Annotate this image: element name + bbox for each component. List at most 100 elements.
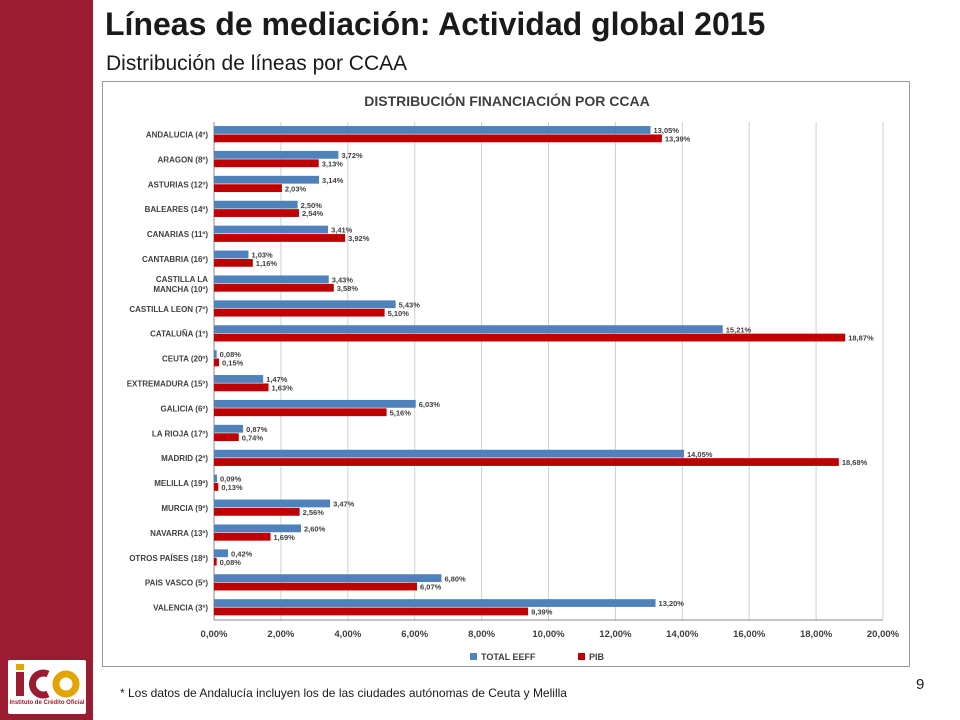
data-label: 0,09% <box>220 475 242 484</box>
bar-pib <box>214 557 217 566</box>
bar-pib <box>214 134 662 143</box>
category-label: CATALUÑA (1º) <box>150 330 208 339</box>
legend-label: TOTAL EEFF <box>481 652 536 662</box>
bar-pib <box>214 308 385 317</box>
category-label: ASTURIAS (12º) <box>148 180 209 189</box>
bar-total-eeff <box>214 549 229 558</box>
bar-total-eeff <box>214 175 320 184</box>
data-label: 2,60% <box>304 524 326 533</box>
data-label: 0,13% <box>221 483 243 492</box>
bar-total-eeff <box>214 499 331 508</box>
data-label: 0,15% <box>222 359 244 368</box>
bar-total-eeff <box>214 350 217 358</box>
category-label: MURCIA (9º) <box>161 504 208 513</box>
category-label: CANARIAS (11º) <box>147 230 208 239</box>
sidebar-band: Instituto de Crédito Oficial <box>0 0 93 720</box>
data-label: 0,08% <box>220 558 242 567</box>
x-tick-label: 10,00% <box>532 629 565 640</box>
data-label: 3,13% <box>322 159 344 168</box>
bar-pib <box>214 408 387 417</box>
page-number: 9 <box>916 676 925 693</box>
legend-swatch-pib <box>578 653 585 660</box>
data-label: 3,47% <box>333 500 355 509</box>
data-label: 5,43% <box>399 300 421 309</box>
category-label: LA RIOJA (17º) <box>152 429 208 438</box>
bar-pib <box>214 532 271 541</box>
bar-pib <box>214 358 220 367</box>
data-label: 6,03% <box>419 400 441 409</box>
x-tick-label: 12,00% <box>599 629 632 640</box>
bar-chart: DISTRIBUCIÓN FINANCIACIÓN POR CCAA 0,00% 2… <box>127 92 900 662</box>
chart-frame: DISTRIBUCIÓN FINANCIACIÓN POR CCAA 0,00% 2… <box>102 81 910 667</box>
category-label: VALENCIA (3º) <box>153 604 208 613</box>
bar-total-eeff <box>214 449 684 458</box>
bar-pib <box>214 383 269 392</box>
logo-caption: Instituto de Crédito Oficial <box>9 700 85 706</box>
category-label: PAIS VASCO (5º) <box>145 579 208 588</box>
bar-total-eeff <box>214 524 301 533</box>
data-label: 5,10% <box>388 309 410 318</box>
ico-logo-icon <box>16 664 80 699</box>
bar-total-eeff <box>214 150 339 159</box>
data-label: 14,05% <box>687 450 713 459</box>
bar-total-eeff <box>214 250 249 259</box>
bar-total-eeff <box>214 424 244 433</box>
data-label: 13,20% <box>659 599 685 608</box>
bar-pib <box>214 333 846 342</box>
x-tick-label: 4,00% <box>334 629 361 640</box>
data-label: 1,03% <box>251 251 273 260</box>
data-label: 1,16% <box>256 259 278 268</box>
data-label: 0,42% <box>231 549 253 558</box>
category-label: MELILLA (19º) <box>154 479 208 488</box>
x-tick-label: 8,00% <box>468 629 495 640</box>
data-label: 6,80% <box>444 574 466 583</box>
bar-pib <box>214 234 346 242</box>
category-label: CEUTA (20º) <box>162 355 208 364</box>
x-tick-label: 14,00% <box>666 629 699 640</box>
x-tick-label: 16,00% <box>733 629 766 640</box>
bar-pib <box>214 283 334 292</box>
bar-total-eeff <box>214 399 416 408</box>
data-label: 0,74% <box>242 433 264 442</box>
bar-total-eeff <box>214 574 442 583</box>
bar-pib <box>214 209 299 217</box>
x-tick-label: 6,00% <box>401 629 428 640</box>
bar-pib <box>214 433 239 442</box>
data-label: 3,43% <box>332 275 354 284</box>
bar-total-eeff <box>214 300 396 309</box>
bar-total-eeff <box>214 225 329 234</box>
data-label: 13,39% <box>665 134 691 143</box>
data-label: 6,07% <box>420 583 442 592</box>
data-label: 13,05% <box>654 126 680 135</box>
bar-total-eeff <box>214 275 329 284</box>
category-label: OTROS PAÍSES (18º) <box>129 554 208 563</box>
ico-logo: Instituto de Crédito Oficial <box>8 660 86 714</box>
page-subtitle: Distribución de líneas por CCAA <box>106 52 408 75</box>
x-tick-label: 0,00% <box>201 629 228 640</box>
bar-total-eeff <box>214 126 651 134</box>
footnote: * Los datos de Andalucía incluyen los de… <box>120 686 567 700</box>
data-label: 5,16% <box>390 408 412 417</box>
page-title: Líneas de mediación: Actividad global 20… <box>105 6 766 42</box>
data-label: 15,21% <box>726 325 752 334</box>
data-label: 0,08% <box>220 350 242 359</box>
legend-label: PIB <box>589 652 605 662</box>
bar-total-eeff <box>214 474 218 483</box>
bar-pib <box>214 607 529 616</box>
data-label: 2,54% <box>302 209 324 218</box>
category-label: BALEARES (14º) <box>145 205 209 214</box>
data-label: 18,87% <box>848 334 874 343</box>
data-label: 3,58% <box>337 284 359 293</box>
bar-total-eeff <box>214 325 723 334</box>
category-label: MADRID (2º) <box>161 454 208 463</box>
data-label: 3,41% <box>331 226 353 235</box>
bar-pib <box>214 582 418 591</box>
bar-pib <box>214 159 319 168</box>
category-label: CANTABRIA (16º) <box>142 255 208 264</box>
chart-title: DISTRIBUCIÓN FINANCIACIÓN POR CCAA <box>364 92 649 109</box>
bar-pib <box>214 258 253 267</box>
data-label: 2,56% <box>303 508 325 517</box>
category-label: NAVARRA (13º) <box>150 529 208 538</box>
data-label: 2,03% <box>285 184 307 193</box>
x-tick-label: 2,00% <box>267 629 294 640</box>
